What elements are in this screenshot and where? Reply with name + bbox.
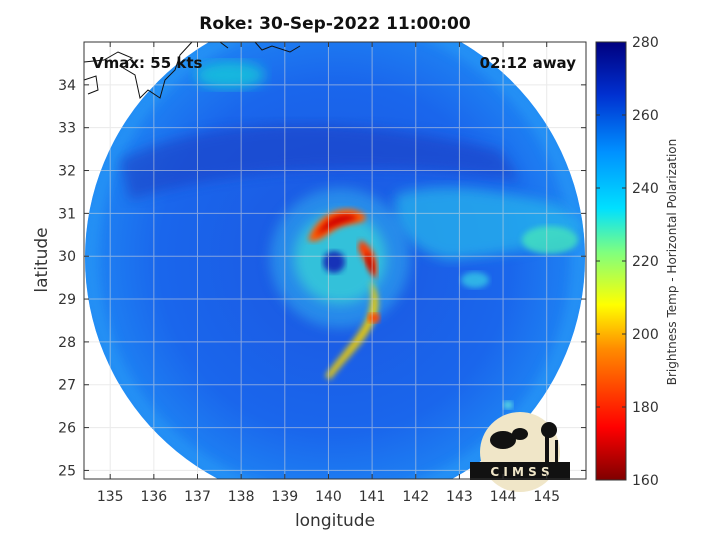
colorbar-ticks: 160 180 200 220 240 260 280: [596, 35, 659, 489]
y-tick-label: 25: [58, 463, 76, 479]
x-tick-label: 137: [184, 489, 211, 505]
y-tick-labels: 25 26 27 28 29 30 31 32 33 34: [58, 78, 76, 480]
away-label: 02:12 away: [480, 54, 577, 72]
x-tick-label: 143: [446, 489, 473, 505]
colorbar-tick-label: 220: [632, 254, 659, 270]
colorbar-tick-label: 200: [632, 327, 659, 343]
colorbar-tick-label: 180: [632, 400, 659, 416]
x-tick-label: 135: [97, 489, 124, 505]
y-tick-label: 34: [58, 78, 76, 94]
y-tick-label: 28: [58, 335, 76, 351]
coastline: [83, 41, 301, 100]
colorbar-label: Brightness Temp - Horizontal Polarizatio…: [665, 138, 679, 386]
tick-marks: [84, 42, 586, 479]
y-axis-label: latitude: [32, 227, 52, 293]
y-tick-label: 26: [58, 421, 76, 437]
y-tick-label: 32: [58, 164, 76, 180]
x-tick-label: 138: [228, 489, 255, 505]
x-tick-label: 139: [271, 489, 298, 505]
axes-frame: [83, 41, 587, 480]
x-tick-label: 140: [315, 489, 342, 505]
x-tick-label: 142: [402, 489, 429, 505]
y-tick-label: 30: [58, 249, 76, 265]
colorbar-tick-label: 240: [632, 181, 659, 197]
y-tick-label: 33: [58, 121, 76, 137]
x-tick-label: 145: [533, 489, 560, 505]
grid: [84, 42, 586, 479]
x-tick-label: 141: [359, 489, 386, 505]
cimss-logo: C I M S S: [470, 412, 570, 492]
y-tick-label: 27: [58, 378, 76, 394]
y-tick-label: 31: [58, 206, 76, 222]
colorbar-tick-label: 260: [632, 108, 659, 124]
x-tick-labels: 135 136 137 138 139 140 141 142 143 144 145: [97, 489, 560, 505]
x-axis-label: longitude: [294, 511, 376, 531]
colorbar-tick-label: 280: [632, 35, 659, 51]
chart-title: Roke: 30-Sep-2022 11:00:00: [199, 14, 471, 34]
x-tick-label: 144: [490, 489, 517, 505]
x-tick-label: 136: [140, 489, 167, 505]
colorbar: [595, 41, 627, 481]
cimss-logo-text: C I M S S: [490, 465, 549, 479]
satellite-swath: [85, 42, 585, 479]
colorbar-tick-label: 160: [632, 473, 659, 489]
vmax-label: Vmax: 55 kts: [92, 54, 202, 72]
y-tick-label: 29: [58, 292, 76, 308]
